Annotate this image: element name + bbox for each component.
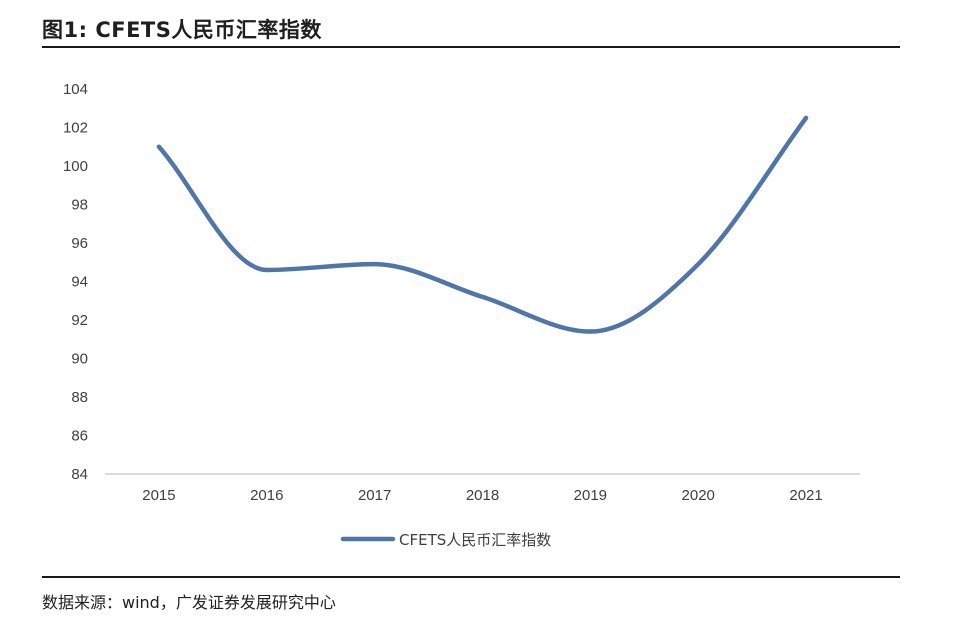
- plot-area: [156, 115, 809, 334]
- series-line: [156, 115, 809, 334]
- data-point: [265, 268, 269, 272]
- data-point: [696, 262, 700, 266]
- x-tick-label: 2017: [358, 487, 391, 504]
- x-tick-label: 2015: [142, 487, 175, 504]
- data-point: [157, 145, 161, 149]
- y-tick-label: 92: [71, 312, 88, 329]
- y-tick-label: 98: [71, 197, 88, 214]
- title-divider: [42, 46, 900, 48]
- y-tick-label: 94: [71, 274, 88, 291]
- y-tick-label: 86: [71, 428, 88, 445]
- data-point: [804, 116, 808, 120]
- x-tick-label: 2016: [250, 487, 283, 504]
- x-axis: 2015 2016 2017 2018 2019 2020 2021: [142, 487, 823, 504]
- data-point: [481, 295, 485, 299]
- x-tick-label: 2020: [682, 487, 715, 504]
- y-tick-label: 84: [71, 466, 88, 483]
- x-tick-label: 2019: [574, 487, 607, 504]
- y-tick-label: 102: [63, 120, 88, 137]
- y-tick-label: 100: [63, 158, 88, 175]
- y-tick-label: 90: [71, 351, 88, 368]
- x-tick-label: 2018: [466, 487, 499, 504]
- y-tick-label: 104: [63, 81, 88, 98]
- legend-label: CFETS人民币汇率指数: [399, 531, 551, 549]
- legend: CFETS人民币汇率指数: [340, 531, 551, 549]
- data-point: [373, 262, 377, 266]
- y-tick-label: 96: [71, 235, 88, 252]
- source-divider: [42, 576, 900, 578]
- data-point: [588, 330, 592, 334]
- y-tick-label: 88: [71, 389, 88, 406]
- figure-title: 图1: CFETS人民币汇率指数: [42, 18, 322, 42]
- x-tick-label: 2021: [789, 487, 822, 504]
- source-note: 数据来源：wind，广发证券发展研究中心: [42, 593, 336, 612]
- y-axis: 84 86 88 90 92 94 96 98 100 102 104: [63, 81, 88, 483]
